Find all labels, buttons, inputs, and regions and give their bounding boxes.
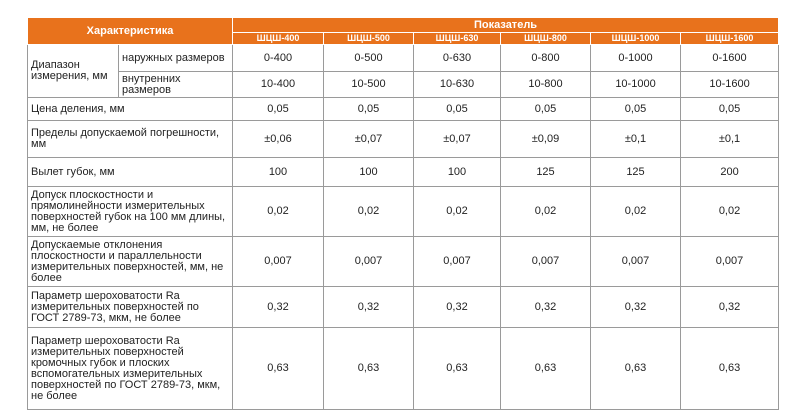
row-label: Вылет губок, мм [27,157,233,187]
value-cell: 0-500 [323,44,414,72]
table-row: Диапазон измерения, мм наружных размеров 0… [27,44,780,98]
value-cell: 10-630 [413,71,501,98]
table-row: Цена деления, мм 0,05 0,05 0,05 0,05 0,05 0,05 [27,97,780,121]
value-cell: 0,05 [679,97,780,121]
value-cell: 0,63 [413,327,501,410]
value-cell: ±0,1 [679,120,780,158]
model-cell: ШЦШ-1600 [679,32,780,45]
row-label: Параметр шероховатости Ra измерительных … [27,327,233,410]
value-cell: 0,02 [590,186,681,237]
value-cell: 0,32 [323,286,414,328]
value-cell: 10-1600 [679,71,780,98]
value-cell: 0,63 [323,327,414,410]
row-label: Допускаемые отклонения плоскостности и п… [27,236,233,287]
value-cell: 125 [500,157,591,187]
value-cell: 0,63 [500,327,591,410]
value-cell: 0,007 [413,236,501,287]
table-row: Вылет губок, мм 100 100 100 125 125 200 [27,157,780,187]
value-cell: 0-1600 [679,44,780,72]
value-cell: 0,007 [679,236,780,287]
row-label: Параметр шероховатости Ra измерительных … [27,286,233,328]
value-cell: 0,007 [500,236,591,287]
value-cell: 0,05 [590,97,681,121]
spec-table: Характеристика Показатель ШЦШ-400 ШЦШ-500 ШЦ… [27,17,780,410]
value-cell: 10-1000 [590,71,681,98]
value-cell: 0,02 [500,186,591,237]
value-cell: 10-400 [232,71,324,98]
model-cell: ШЦШ-400 [232,32,324,45]
value-cell: 0,05 [500,97,591,121]
value-cell: 0,02 [232,186,324,237]
value-cell: 125 [590,157,681,187]
table-row: Пределы допускаемой погрешности, мм ±0,06… [27,120,780,158]
value-cell: 0,05 [413,97,501,121]
value-cell: 0,007 [590,236,681,287]
value-cell: ±0,09 [500,120,591,158]
value-cell: 200 [679,157,780,187]
value-cell: 0,63 [590,327,681,410]
value-cell: 0-1000 [590,44,681,72]
value-cell: ±0,06 [232,120,324,158]
row-sublabel: наружных размеров [118,44,233,72]
value-cell: 100 [323,157,414,187]
table-row: Допускаемые отклонения плоскостности и п… [27,236,780,287]
value-cell: 0,007 [232,236,324,287]
value-cell: 0-630 [413,44,501,72]
value-cell: 0,32 [500,286,591,328]
model-cell: ШЦШ-1000 [590,32,681,45]
value-cell: 0,02 [413,186,501,237]
table-row: Параметр шероховатости Ra измерительных … [27,286,780,328]
value-cell: 0,007 [323,236,414,287]
value-cell: ±0,07 [413,120,501,158]
value-cell: 0,05 [232,97,324,121]
value-cell: 0,05 [323,97,414,121]
row-label: Цена деления, мм [27,97,233,121]
value-cell: 0,32 [679,286,780,328]
value-cell: ±0,07 [323,120,414,158]
value-cell: 100 [232,157,324,187]
row-label: Допуск плоскостности и прямолинейности и… [27,186,233,237]
row-label: Пределы допускаемой погрешности, мм [27,120,233,158]
table-row: внутренних размеров 10-400 10-500 10-630 10-… [28,71,780,98]
value-cell: 0,32 [413,286,501,328]
value-cell: ±0,1 [590,120,681,158]
model-cell: ШЦШ-800 [500,32,591,45]
header-cell: Характеристика [27,17,233,45]
value-cell: 0,63 [679,327,780,410]
value-cell: 0,02 [323,186,414,237]
value-cell: 0-800 [500,44,591,72]
model-cell: ШЦШ-500 [323,32,414,45]
value-cell: 10-800 [500,71,591,98]
value-cell: 0-400 [232,44,324,72]
value-cell: 0,32 [232,286,324,328]
header-cell: Показатель [231,17,780,33]
value-cell: 0,63 [232,327,324,410]
table-row: Допуск плоскостности и прямолинейности и… [27,186,780,237]
value-cell: 0,02 [679,186,780,237]
row-sublabel: внутренних размеров [118,71,233,98]
model-cell: ШЦШ-630 [413,32,501,45]
value-cell: 0,32 [590,286,681,328]
value-cell: 100 [413,157,501,187]
table-row: Параметр шероховатости Ra измерительных … [27,327,780,410]
value-cell: 10-500 [323,71,414,98]
row-label: Диапазон измерения, мм [27,44,119,98]
header-row: Характеристика Показатель [27,17,780,45]
